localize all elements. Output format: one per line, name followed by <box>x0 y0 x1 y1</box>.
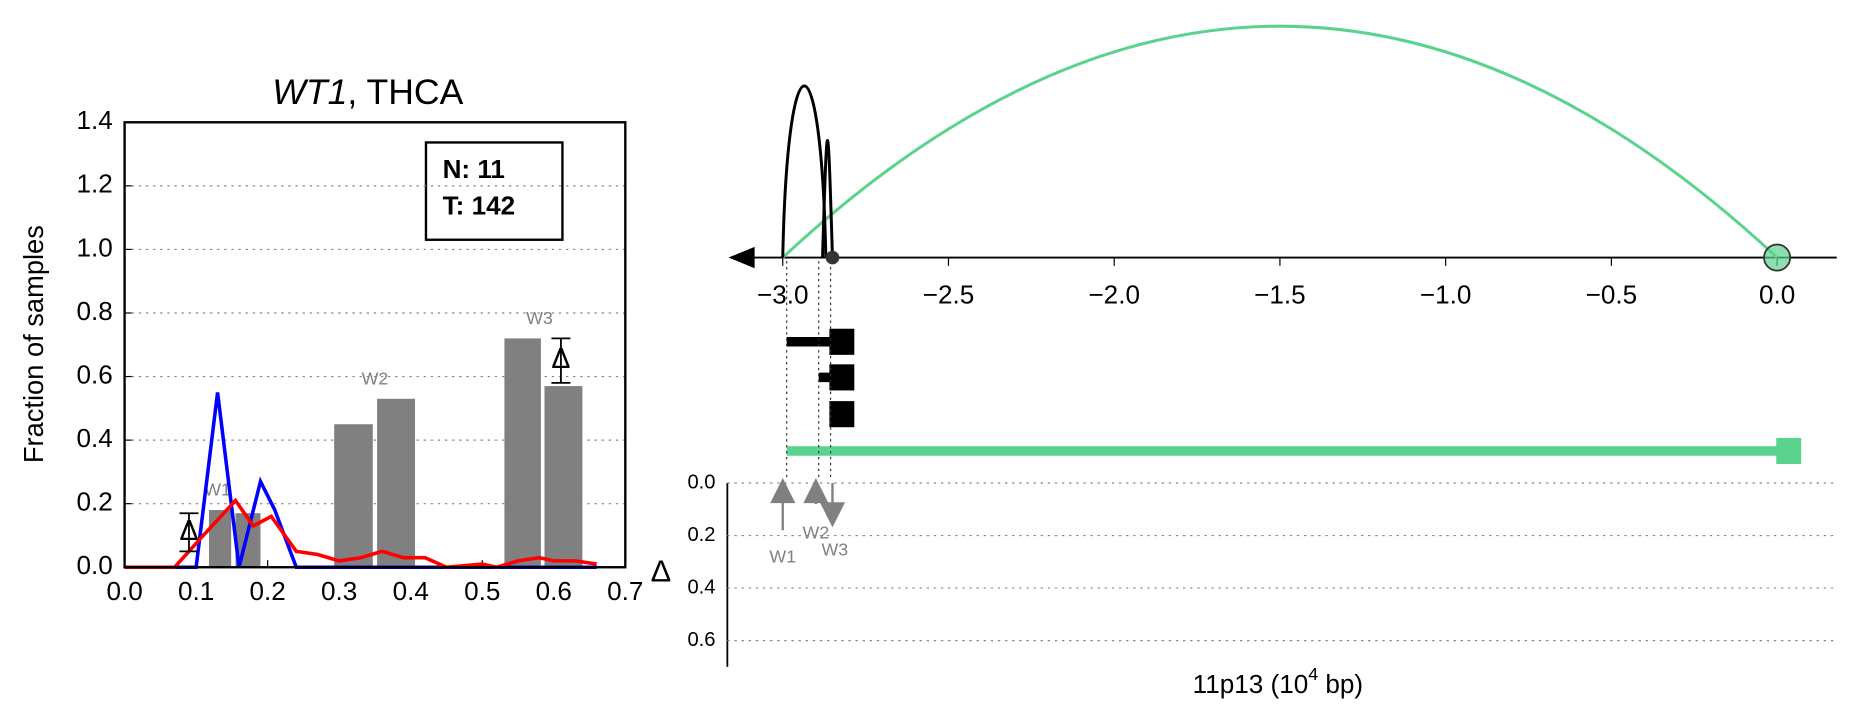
delta-arrow <box>770 477 796 531</box>
x-tick-label: −2.0 <box>1088 280 1140 310</box>
error-bar <box>179 512 199 553</box>
bar <box>334 424 373 568</box>
delta-marker: Δ <box>179 515 198 547</box>
x-tick-label: −1.0 <box>1420 280 1472 310</box>
y-tick-label: 0.0 <box>687 471 715 493</box>
breakpoint <box>1763 243 1792 272</box>
x-tick-label: −2.5 <box>923 280 975 310</box>
x-tick-label: 0.5 <box>464 576 500 606</box>
segment-blocks <box>786 261 1802 481</box>
y-tick-label: 1.4 <box>76 105 112 135</box>
chart-title: WT1, THCA <box>272 72 463 112</box>
arc <box>821 138 834 258</box>
x-tick-label: 0.0 <box>106 576 142 606</box>
x-tick-label: 0.3 <box>321 576 357 606</box>
y-tick-label: 0.4 <box>76 423 112 453</box>
window-label: W2 <box>803 523 830 543</box>
window-label: W1 <box>204 480 231 500</box>
window-label: W3 <box>526 308 553 328</box>
segment-end <box>829 328 855 355</box>
y-tick-label: 1.2 <box>76 169 112 199</box>
y-axis-label: Fraction of samples <box>18 225 49 463</box>
arc <box>781 84 828 258</box>
x-tick-label: 0.2 <box>250 576 286 606</box>
y-axis-label: Δ <box>651 553 672 588</box>
delta-arrow <box>819 482 846 528</box>
y-tick-label: 0.6 <box>687 629 715 651</box>
legend-line: N: 11 <box>443 154 505 184</box>
x-tick-label: 0.1 <box>178 576 214 606</box>
y-tick-label: 0.2 <box>687 524 715 546</box>
segment-end <box>829 364 855 391</box>
delta-marker: Δ <box>551 343 570 375</box>
breakpoint <box>825 250 840 265</box>
segment-end <box>1776 437 1802 465</box>
legend-box <box>424 141 564 241</box>
delta-arrow <box>803 477 829 505</box>
plot-frame <box>123 121 627 569</box>
y-tick-label: 0.2 <box>76 487 112 517</box>
x-tick-label: 0.7 <box>607 576 643 606</box>
bar <box>544 386 583 568</box>
title-rest: , THCA <box>347 72 463 112</box>
window-label: W1 <box>769 546 796 566</box>
window-label: W3 <box>822 539 849 559</box>
y-tick-label: 0.4 <box>687 576 715 598</box>
arc <box>781 24 1779 259</box>
y-tick-label: 1.0 <box>76 232 112 262</box>
segment-end <box>829 401 855 428</box>
x-tick-label: −3.0 <box>757 280 809 310</box>
x-tick-label: 0.0 <box>1759 280 1795 310</box>
bar <box>504 338 541 568</box>
title-gene: WT1 <box>272 72 347 112</box>
x-tick-label: −0.5 <box>1586 280 1638 310</box>
y-tick-label: 0.6 <box>76 359 112 389</box>
xlabel-sup: 4 <box>1308 664 1318 684</box>
y-tick-label: 0.8 <box>76 296 112 326</box>
axis-arrow <box>728 246 755 269</box>
xlabel-part: 11p13 (10 <box>1193 669 1309 699</box>
y-tick-label: 0.0 <box>76 550 112 580</box>
x-axis-label: 11p13 (104 bp) <box>1193 664 1363 699</box>
window-label: W2 <box>362 368 389 388</box>
xlabel-part: bp) <box>1318 669 1363 699</box>
line <box>124 497 597 570</box>
x-tick-label: 0.6 <box>536 576 572 606</box>
x-tick-label: 0.4 <box>393 576 429 606</box>
x-tick-label: −1.5 <box>1254 280 1306 310</box>
bar <box>377 398 416 568</box>
legend-line: T: 142 <box>443 191 516 221</box>
error-bar <box>551 337 571 384</box>
